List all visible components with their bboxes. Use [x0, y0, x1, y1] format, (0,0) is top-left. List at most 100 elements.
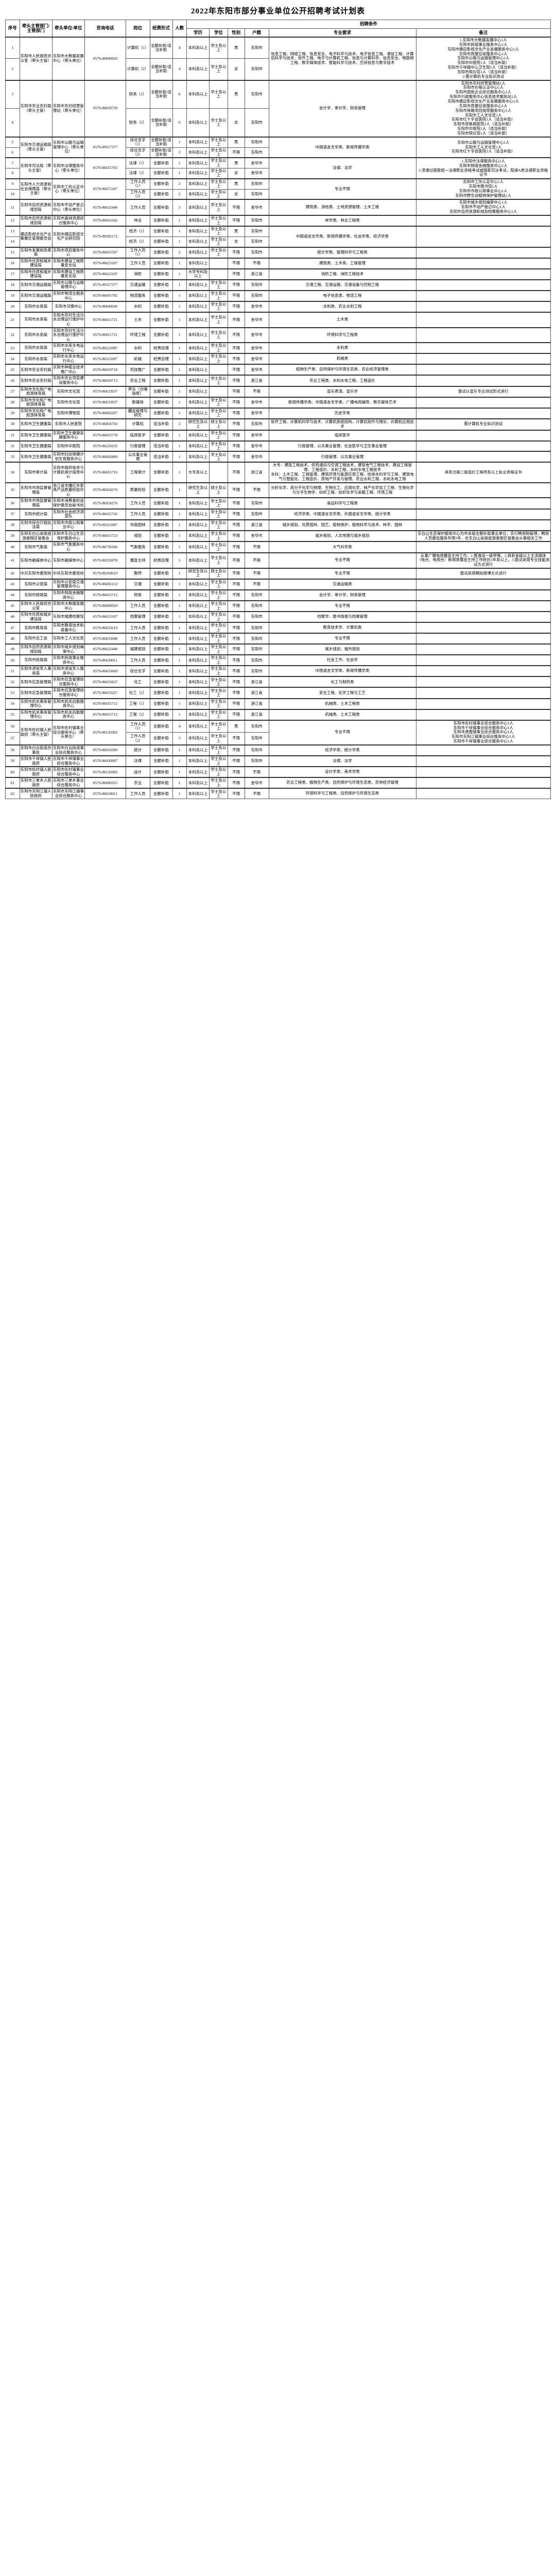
cell-count: 1 — [172, 268, 187, 280]
cell-hukou: 东阳市 — [244, 633, 269, 645]
cell-tel: 0579-86650718 — [84, 364, 126, 376]
cell-index: 13 — [5, 226, 20, 237]
cell-post: 化工 — [125, 676, 150, 688]
cell-gender: 不限 — [227, 375, 245, 387]
cell-major: 安全工程、化学工程与工艺 — [268, 687, 416, 699]
cell-post: 工程（2） — [125, 709, 150, 721]
cell-major: 机械类、土木工程类 — [268, 709, 416, 721]
cell-note: 东白山生态保护服务中心为市本级全额补助事业单位，实行聘用制管理，聘用人员最低服务… — [415, 530, 551, 542]
cell-lead-unit: 东阳市森林资源综合服务中心 — [51, 215, 85, 227]
cell-post: 档案管理 — [125, 611, 150, 623]
cell-note — [415, 215, 551, 227]
cell-note — [415, 482, 551, 498]
cell-tel: 0579-89226978 — [84, 552, 126, 569]
cell-index: 44 — [5, 589, 20, 601]
cell-gender: 不限 — [227, 279, 245, 291]
cell-index: 9 — [5, 178, 20, 190]
table-row: 18 东阳市交通运输局 东阳市公路与运输管理中心 0579-89317377 交通运输全… — [5, 279, 551, 291]
cell-funding: 全额补助 — [149, 168, 173, 179]
cell-count: 6 — [172, 108, 187, 138]
cell-gender: 不限 — [227, 482, 245, 498]
cell-funding: 全额补助 — [149, 633, 173, 645]
cell-hukou: 东阳市 — [244, 611, 269, 623]
cell-lead-dept: 东阳市水务局 — [19, 312, 53, 328]
cell-post: 工作人员 — [125, 497, 150, 510]
cell-degree — [209, 364, 228, 376]
col-header-conditions: 招聘条件 — [186, 20, 551, 29]
cell-tel: 0579-86691792 — [84, 290, 126, 302]
cell-index: 3 — [5, 80, 20, 109]
cell-degree: 学士及以上 — [209, 766, 228, 778]
cell-lead-dept: 东阳市农业农村局（牵头主管） — [19, 80, 53, 138]
cell-index: 57 — [5, 732, 20, 745]
cell-post: 财务（2） — [125, 108, 150, 138]
cell-hukou: 浙江省 — [244, 268, 269, 280]
cell-post: 综合文字 — [125, 665, 150, 677]
cell-note: 1.东阳市法律服务中心1人 东阳市财政金融服务中心1人 2.须通过国家统一法律职业资… — [415, 157, 551, 179]
cell-funding: 全额补助 — [149, 519, 173, 531]
cell-funding: 经费自理 — [149, 552, 173, 569]
cell-lead-unit: 东阳市文化馆 — [51, 386, 85, 398]
cell-lead-unit: 东阳市应急管理综合服务中心 — [51, 676, 85, 688]
cell-major: 会计学、审计学、财务管理 — [268, 589, 416, 601]
cell-index: 27 — [5, 386, 20, 398]
cell-hukou: 东阳市 — [244, 247, 269, 259]
cell-education: 本科及以上 — [186, 622, 210, 634]
cell-tel: 0579-86655716 — [84, 462, 126, 483]
table-row: 19 东阳市交通运输局 东阳市物流业服务中心 0579-86691792 物流服务 全额补… — [5, 290, 551, 302]
cell-index: 45 — [5, 600, 20, 612]
cell-lead-dept: 东阳市审计局 — [19, 462, 53, 483]
cell-lead-unit: 东阳市法律服务中心（牵头单位） — [51, 157, 85, 179]
cell-tel: 0579-86655743 — [84, 509, 126, 520]
cell-hukou: 金华市 — [244, 364, 269, 376]
cell-tel: 0579-86633937 — [84, 386, 126, 398]
cell-gender: 男 — [227, 80, 245, 109]
table-row: 40 东阳市气象局 东阳市气象服务中心 0579-86736186 气象服务 全额补助 1 本… — [5, 541, 551, 553]
cell-education: 本科及以上 — [186, 633, 210, 645]
cell-major: 大气科学类 — [268, 541, 416, 553]
cell-education: 本科及以上 — [186, 375, 210, 387]
cell-funding: 全额补助 — [149, 215, 173, 227]
cell-tel: 0579-86521097 — [84, 342, 126, 354]
cell-index: 43 — [5, 579, 20, 590]
cell-note: 1.东阳市大数据发展中心1人 东阳市民政事业服务中心1人 东阳市横店影视文化产业发展… — [415, 37, 551, 81]
cell-gender: 不限 — [227, 312, 245, 328]
table-row: 28 东阳市文化和广电旅游体育局 东阳市文化馆 0579-86633937 新媒体 全额补… — [5, 397, 551, 409]
cell-gender: 不限 — [227, 301, 245, 313]
cell-index: 16 — [5, 258, 20, 269]
table-row: 43 东阳市公安局 东阳市公安局交通管理服务中心 0579-86692153 交通 全额补… — [5, 579, 551, 590]
cell-funding: 全额补助 — [149, 199, 173, 216]
cell-lead-unit: 东阳市农村经营管理站（牵头单位） — [51, 80, 85, 138]
cell-funding: 全额补助 — [149, 258, 173, 269]
cell-education: 本科及以上 — [186, 732, 210, 745]
cell-gender: 不限 — [227, 709, 245, 721]
table-row: 47 东阳市教育局 东阳市教育技术和装备中心 0579-86655619 工作人员 全额补… — [5, 622, 551, 634]
cell-count: 1 — [172, 633, 187, 645]
cell-index: 28 — [5, 397, 20, 409]
cell-lead-dept: 东阳市应急管理局 — [19, 676, 53, 688]
cell-lead-dept: 东阳市自然资源和规划局 — [19, 643, 53, 655]
cell-index: 38 — [5, 519, 20, 531]
cell-degree: 学士及以上 — [209, 157, 228, 169]
cell-hukou: 不限 — [244, 258, 269, 269]
cell-degree: 学士及以上 — [209, 744, 228, 756]
cell-note — [415, 268, 551, 280]
cell-hukou: 浙江省 — [244, 519, 269, 531]
cell-note — [415, 397, 551, 409]
cell-tel: 0579-86210235 — [84, 440, 126, 452]
cell-lead-unit: 东阳市三单乡事业综合服务中心 — [51, 777, 85, 789]
cell-note — [415, 364, 551, 376]
cell-degree: 学士及以上 — [209, 178, 228, 190]
cell-lead-dept: 横店影视文化产业集聚区管理委员会 — [19, 226, 53, 248]
cell-hukou: 浙江省 — [244, 698, 269, 710]
cell-major: 信息工程、网络工程、信息安全、电子科学与技术、电子信息工程、通信工程、计算机科学… — [268, 37, 416, 81]
cell-gender: 女 — [227, 58, 245, 81]
cell-tel: 0579-86623107 — [84, 268, 126, 280]
cell-count: 1 — [172, 755, 187, 767]
cell-funding: 适当补助 — [149, 418, 173, 430]
cell-note: 需计算机专业知识测试 — [415, 418, 551, 430]
cell-education: 大学专科及以上 — [186, 268, 210, 280]
col-header-hukou: 户籍 — [244, 28, 269, 38]
cell-hukou: 不限 — [244, 766, 269, 778]
cell-degree: 学士及以上 — [209, 519, 228, 531]
